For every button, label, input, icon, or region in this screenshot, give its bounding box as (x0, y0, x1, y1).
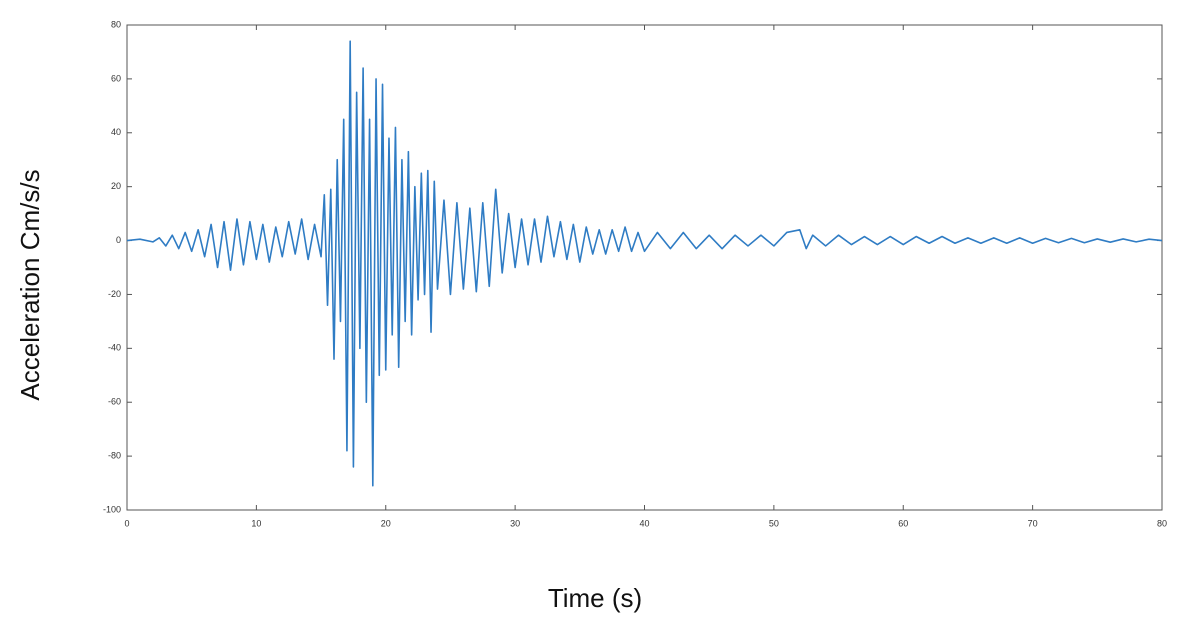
x-tick-label: 10 (251, 518, 261, 528)
plot-frame (126, 24, 1163, 511)
x-tick-label: 50 (769, 518, 779, 528)
y-tick-label: -40 (108, 343, 121, 353)
x-tick-label: 70 (1028, 518, 1038, 528)
y-tick-label: 80 (111, 19, 121, 29)
y-axis-title: Acceleration Cm/s/s (15, 169, 45, 400)
x-tick-label: 40 (639, 518, 649, 528)
x-axis-title: Time (s) (548, 583, 642, 613)
y-tick-label: 0 (116, 235, 121, 245)
x-tick-label: 0 (124, 518, 129, 528)
x-tick-label: 30 (510, 518, 520, 528)
signal-line (126, 40, 1163, 487)
y-tick-label: -100 (103, 504, 121, 514)
y-tick-label: 20 (111, 181, 121, 191)
y-tick-label: -80 (108, 450, 121, 460)
y-tick-label: 60 (111, 73, 121, 83)
y-tick-label: -60 (108, 397, 121, 407)
x-tick-label: 80 (1157, 518, 1167, 528)
y-tick-label: -20 (108, 289, 121, 299)
y-tick-label: 40 (111, 127, 121, 137)
x-tick-label: 20 (381, 518, 391, 528)
x-tick-label: 60 (898, 518, 908, 528)
